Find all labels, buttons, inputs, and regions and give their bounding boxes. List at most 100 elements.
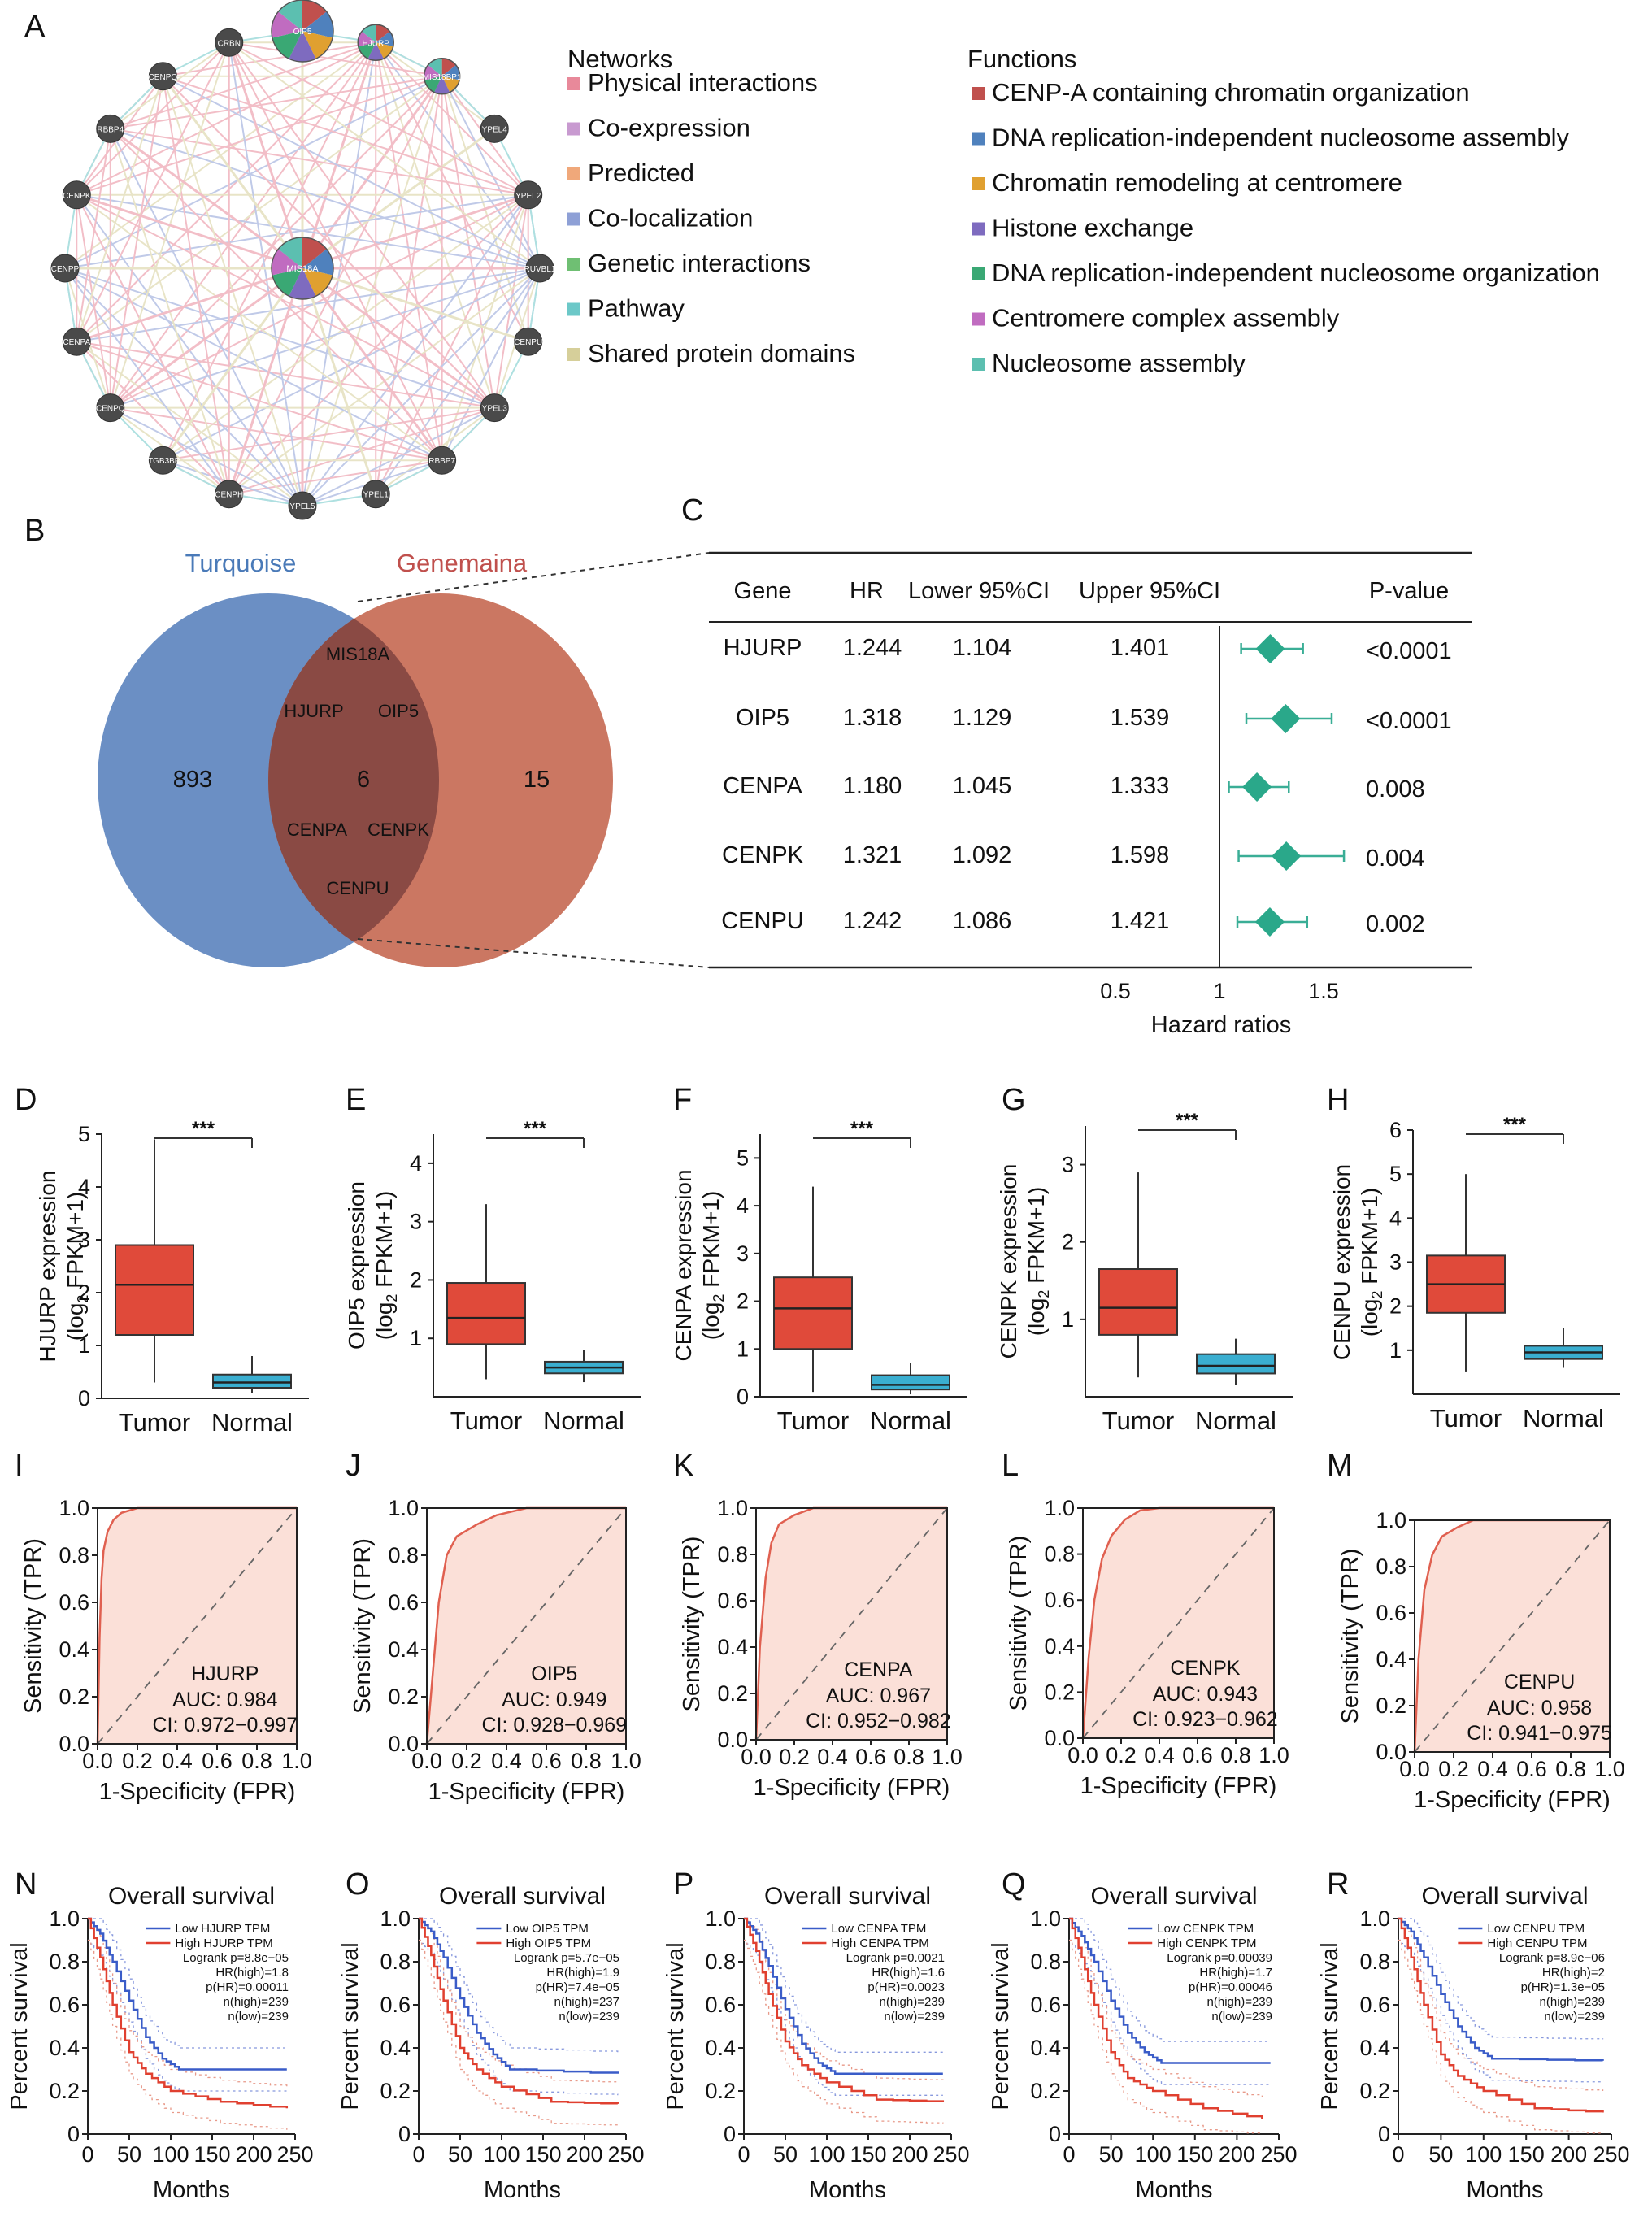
y-tick-label: 2 (1389, 1294, 1402, 1319)
x-axis-label: 1-Specificity (FPR) (1414, 1787, 1611, 1813)
pie-slice (358, 31, 376, 47)
network-node-label: CENPU (514, 338, 542, 347)
y-tick-label: 0.2 (1044, 1680, 1075, 1704)
network-edge (109, 128, 303, 506)
network-node-ypel5 (288, 491, 317, 520)
y-axis-unit: (log2 FPKM+1) (1357, 1188, 1385, 1337)
hr-diamond (1242, 772, 1272, 802)
network-node-ypel1 (361, 480, 390, 509)
pie-slice (367, 42, 384, 61)
table-hr: 1.321 (843, 842, 902, 868)
significance-label: *** (192, 1118, 215, 1140)
table-p-value: <0.0001 (1366, 638, 1452, 664)
x-tick-label: 0.6 (531, 1749, 562, 1773)
node-outline (271, 237, 334, 300)
legend-label: Low CENPA TPM (831, 1922, 926, 1936)
table-hr: 1.242 (843, 908, 902, 934)
x-tick-label: 0.0 (411, 1749, 442, 1773)
x-tick-label: 200 (1219, 2142, 1255, 2167)
box-iqr (115, 1244, 194, 1336)
survival-ci-band (88, 1939, 288, 2130)
roc-ci-label: CI: 0.923−0.962 (1132, 1708, 1278, 1731)
network-edge (109, 128, 303, 270)
legend-label: Low CENPK TPM (1157, 1922, 1254, 1936)
box-iqr (1196, 1353, 1276, 1375)
network-node-cenpa (62, 327, 91, 356)
network-node-mis18bp1 (423, 58, 461, 95)
roc-diagonal (97, 1507, 298, 1745)
network-node-label: MIS18BP1 (423, 73, 462, 82)
pie-slice (434, 76, 450, 94)
legend-label: High OIP5 TPM (506, 1937, 591, 1950)
survival-o: Overall survival 0 0.2 0.4 0.6 0.8 1.0 0 50 100 15… (337, 1883, 645, 2203)
venn-shared-gene: CENPA (287, 819, 347, 840)
box-iqr (773, 1276, 853, 1350)
x-tick-label: 250 (933, 2142, 969, 2167)
y-tick-label: 0.2 (59, 1684, 89, 1709)
significance-label: *** (1176, 1110, 1199, 1132)
roc-diagonal (755, 1507, 948, 1741)
panel-letter-f: F (673, 1083, 692, 1117)
y-tick-label: 0 (67, 2122, 80, 2146)
network-node-cenpk (62, 180, 91, 210)
network-node-label: OIP5 (293, 28, 312, 37)
network-node-ypel3 (480, 393, 509, 423)
roc-ci-label: CI: 0.952−0.982 (806, 1710, 951, 1732)
table-upper-ci: 1.401 (1111, 635, 1170, 661)
pie-slice (302, 11, 334, 38)
networks-legend-label: Co-localization (588, 204, 753, 233)
survival-stat: HR(high)=1.8 (215, 1966, 289, 1980)
network-node-label: CENPP (51, 265, 80, 274)
roc-auc-label: AUC: 0.943 (1153, 1683, 1258, 1706)
network-edge (301, 75, 443, 269)
x-tick-label: 100 (1135, 2142, 1172, 2167)
x-tick-label: 150 (1176, 2142, 1213, 2167)
network-edge (110, 406, 442, 462)
y-tick-label: 0.4 (1044, 1634, 1075, 1658)
network-edge (76, 341, 230, 495)
y-tick-label: 6 (1389, 1118, 1402, 1142)
pie-slice (302, 0, 327, 31)
y-tick-label: 1 (410, 1326, 422, 1350)
x-tick-label: 200 (1550, 2142, 1587, 2167)
x-category-label: Tumor (119, 1408, 190, 1437)
panel-letter-n: N (15, 1867, 37, 1902)
survival-curve-low (419, 1917, 620, 2074)
significance-label: *** (1503, 1114, 1527, 1136)
network-edge (64, 75, 443, 269)
network-edge (76, 341, 495, 409)
y-tick-label: 0.0 (1376, 1740, 1406, 1764)
survival-stat: Logrank p=0.0021 (846, 1951, 945, 1965)
y-tick-label: 1.0 (1030, 1906, 1061, 1931)
y-tick-label: 0 (1049, 2122, 1061, 2146)
y-tick-label: 0 (724, 2122, 736, 2146)
legend-label: Low OIP5 TPM (506, 1922, 588, 1936)
x-axis-label: Months (153, 2177, 230, 2203)
y-tick-label: 0.6 (1359, 1993, 1390, 2017)
y-tick-label: 0.4 (49, 2036, 80, 2060)
unit-subscript: 2 (384, 1294, 400, 1302)
survival-stat: n(low)=239 (884, 2010, 945, 2024)
y-tick-label: 0.2 (49, 2079, 80, 2103)
panel-letter-o: O (346, 1867, 370, 1902)
x-tick-label: 0.8 (571, 1749, 602, 1773)
network-edge (302, 267, 496, 409)
y-tick-label: 1.0 (705, 1906, 736, 1931)
network-edge (375, 41, 529, 342)
x-axis-label: Months (809, 2177, 886, 2203)
x-category-label: Tumor (777, 1406, 849, 1435)
x-tick-label: 0.6 (1516, 1757, 1547, 1781)
x-tick-label: 100 (152, 2142, 189, 2167)
roc-gene-label: CENPU (1504, 1671, 1576, 1693)
venn-diagram: Turquoise Genemaina 893 6 15 MIS18A HJURP OIP5 C… (98, 549, 710, 968)
pie-slice (302, 237, 327, 268)
network-node-cenpq (148, 62, 177, 91)
network-edge (302, 128, 496, 270)
roc-j: 0.0 0.2 0.4 0.6 0.8 1.0 0.0 0.2 0.4 0.6 0.8 1.0 Sens… (350, 1496, 641, 1805)
y-tick-label: 0.6 (49, 1993, 80, 2017)
panel-letter-q: Q (1002, 1867, 1026, 1902)
x-tick-label: 0 (1063, 2142, 1075, 2167)
networks-legend-swatch (567, 167, 580, 180)
